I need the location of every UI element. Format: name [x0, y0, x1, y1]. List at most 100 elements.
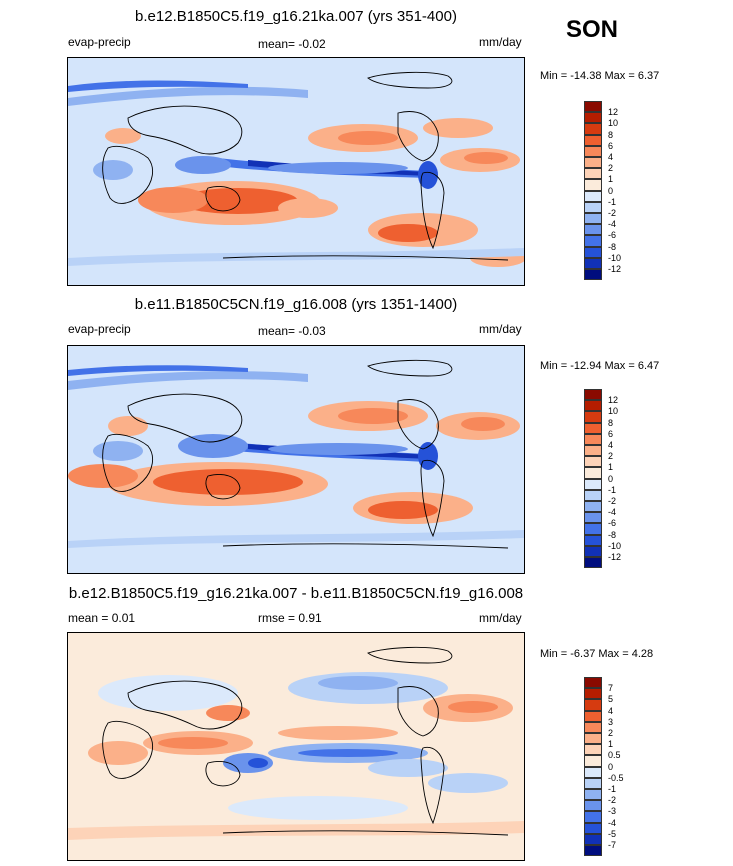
colorbar-tick-label: 0: [608, 473, 614, 484]
colorbar-box: [584, 688, 602, 700]
colorbar-tick-label: -4: [608, 219, 617, 230]
colorbar-box: [584, 699, 602, 711]
colorbar-tick-label: 0: [608, 185, 614, 196]
colorbar-box: [584, 811, 602, 823]
colorbar-tick-label: 8: [608, 129, 614, 140]
colorbar-box: [584, 389, 602, 401]
colorbar-box: [584, 145, 602, 157]
colorbar-box: [584, 134, 602, 146]
colorbar-box: [584, 190, 602, 202]
colorbar-box: [584, 123, 602, 135]
colorbar-tick-label: -1: [608, 484, 617, 495]
panel-1-minmax: Min = -14.38 Max = 6.37: [540, 70, 660, 82]
colorbar-box: [584, 523, 602, 535]
colorbar-box: [584, 800, 602, 812]
colorbar-box: [584, 157, 602, 169]
colorbar-box: [584, 557, 602, 569]
colorbar-tick-label: -7: [608, 840, 617, 850]
panel-2-map: [67, 345, 525, 574]
colorbar-box: [584, 789, 602, 801]
panel-2-coastlines: [102, 359, 509, 549]
colorbar-tick-label: -1: [608, 784, 617, 794]
colorbar-tick-label: -10: [608, 540, 622, 551]
panel-3-coastlines: [102, 646, 509, 836]
colorbar-box: [584, 257, 602, 269]
colorbar-box: [584, 489, 602, 501]
colorbar-tick-label: 12: [608, 395, 619, 406]
colorbar-tick-label: 10: [608, 406, 619, 417]
colorbar-tick-label: -4: [608, 507, 617, 518]
colorbar-box: [584, 269, 602, 281]
colorbar-box: [584, 501, 602, 513]
colorbar-box: [584, 777, 602, 789]
colorbar-box: [584, 721, 602, 733]
colorbar-box: [584, 411, 602, 423]
colorbar-box: [584, 433, 602, 445]
panel-3-mean-label: mean = 0.01: [68, 611, 136, 625]
colorbar-tick-label: 10: [608, 118, 619, 129]
panel-3-title: b.e12.B1850C5.f19_g16.21ka.007 - b.e11.B…: [68, 585, 524, 602]
colorbar-tick-label: -0.5: [608, 772, 624, 783]
colorbar-tick-label: 6: [608, 428, 614, 439]
colorbar-tick-label: 5: [608, 694, 614, 705]
colorbar-box: [584, 478, 602, 490]
colorbar-tick-label: 1: [608, 462, 614, 473]
colorbar-tick-label: -12: [608, 552, 622, 562]
colorbar-tick-label: -2: [608, 496, 617, 506]
colorbar-box: [584, 534, 602, 546]
colorbar-box: [584, 822, 602, 834]
panel-2-mean-label: mean= -0.03: [258, 324, 326, 338]
colorbar-box: [584, 833, 602, 845]
colorbar-tick-label: 7: [608, 683, 614, 694]
panel-3-rmse-label: rmse = 0.91: [258, 611, 322, 625]
colorbar-box: [584, 733, 602, 745]
colorbar-tick-label: 12: [608, 107, 619, 118]
colorbar-box: [584, 744, 602, 756]
colorbar-tick-label: 0: [608, 761, 614, 772]
colorbar-tick-label: 4: [608, 705, 614, 716]
colorbar-box: [584, 755, 602, 767]
colorbar-box: [584, 179, 602, 191]
panel-1-map-field: [68, 58, 524, 285]
colorbar-tick-label: 2: [608, 728, 614, 738]
colorbar-tick-label: 2: [608, 451, 614, 462]
colorbar-tick-label: -10: [608, 252, 622, 263]
colorbar-tick-label: -8: [608, 241, 617, 252]
colorbar-tick-label: -8: [608, 529, 617, 540]
colorbar-box: [584, 512, 602, 524]
colorbar-tick-label: 3: [608, 716, 614, 727]
colorbar-tick-label: 1: [608, 174, 614, 185]
colorbar-tick-label: -5: [608, 828, 617, 839]
colorbar-tick-label: -6: [608, 518, 617, 529]
colorbar-box: [584, 445, 602, 457]
colorbar-box: [584, 101, 602, 113]
panel-3-minmax: Min = -6.37 Max = 4.28: [540, 648, 654, 660]
colorbar-tick-label: 4: [608, 152, 614, 162]
colorbar-box: [584, 213, 602, 225]
colorbar-tick-label: 0.5: [608, 750, 621, 761]
season-label: SON: [566, 16, 619, 43]
colorbar-tick-label: -4: [608, 817, 617, 828]
panel-2-map-field: [68, 346, 524, 573]
colorbar-box: [584, 422, 602, 434]
colorbar-box: [584, 467, 602, 479]
colorbar-box: [584, 766, 602, 778]
panel-1-title: b.e12.B1850C5.f19_g16.21ka.007 (yrs 351-…: [135, 8, 457, 25]
colorbar-tick-label: -6: [608, 230, 617, 241]
colorbar-tick-label: -2: [608, 795, 617, 806]
colorbar-box: [584, 456, 602, 468]
panel-3-map-field: [68, 633, 524, 860]
colorbar-box: [584, 246, 602, 258]
colorbar-tick-label: -12: [608, 264, 622, 274]
colorbar-tick-label: 8: [608, 417, 614, 428]
colorbar-tick-label: 2: [608, 163, 614, 174]
panel-1-variable-label: evap-precip: [68, 35, 131, 49]
colorbar-tick-label: 6: [608, 140, 614, 151]
colorbar-box: [584, 201, 602, 213]
panel-2-title: b.e11.B1850C5CN.f19_g16.008 (yrs 1351-14…: [134, 296, 458, 313]
colorbar-box: [584, 112, 602, 124]
colorbar-box: [584, 400, 602, 412]
colorbar-box: [584, 235, 602, 247]
colorbar-tick-label: -3: [608, 806, 617, 817]
panel-1-map: [67, 57, 525, 286]
